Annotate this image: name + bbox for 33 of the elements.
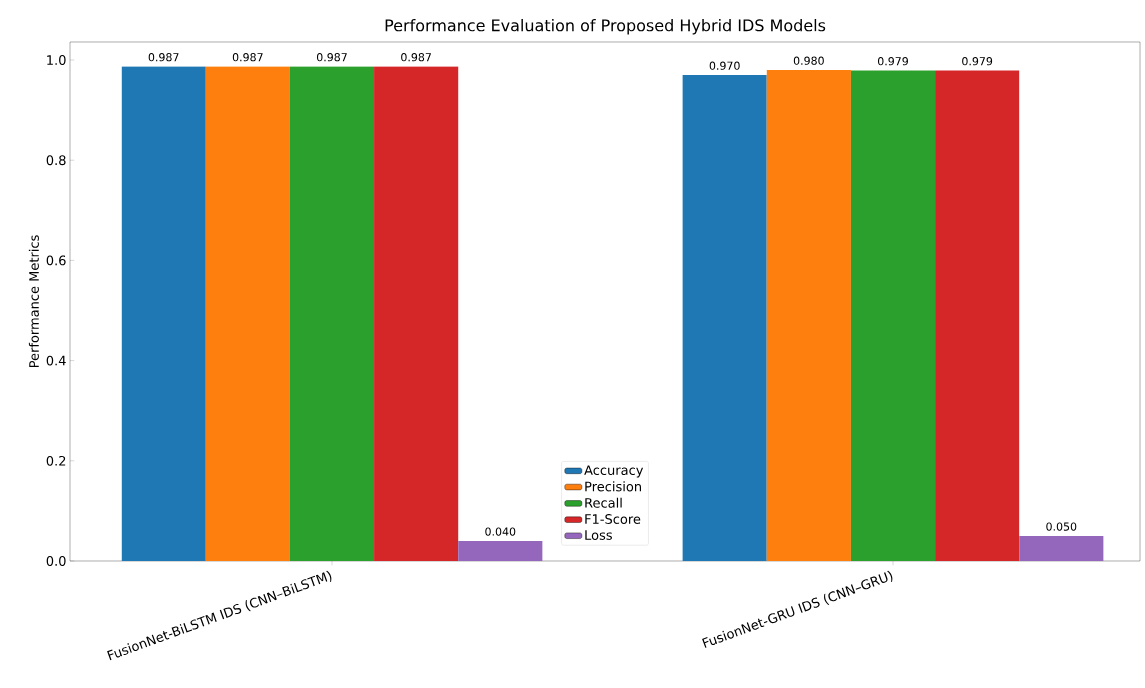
legend-label: Loss xyxy=(585,530,612,540)
y-tick-label: 0.8 xyxy=(46,155,66,166)
y-axis-title: Performance Metrics xyxy=(28,235,39,368)
data-label: 0.980 xyxy=(793,56,824,65)
y-tick-label: 1.0 xyxy=(47,55,66,65)
bar xyxy=(935,70,1020,561)
bar xyxy=(1019,535,1104,561)
legend-label: Accuracy xyxy=(584,465,644,478)
legend-label: F1-Score xyxy=(585,514,641,524)
bar xyxy=(289,66,375,561)
y-tick-label: 0.0 xyxy=(46,556,66,566)
bar xyxy=(374,66,459,561)
data-label: 0.987 xyxy=(232,53,263,62)
bar xyxy=(205,66,290,561)
chart-title: Performance Evaluation of Proposed Hybrid IDS Models xyxy=(385,18,826,35)
data-label: 0.979 xyxy=(962,57,993,66)
data-label: 0.987 xyxy=(316,53,347,62)
data-label: 0.987 xyxy=(148,53,179,62)
bar xyxy=(850,70,936,561)
bar xyxy=(682,75,767,561)
data-label: 0.970 xyxy=(709,61,740,70)
bar xyxy=(121,66,206,561)
legend-label: Precision xyxy=(585,481,641,492)
data-label: 0.050 xyxy=(1046,522,1077,531)
data-label: 0.040 xyxy=(485,527,516,536)
data-label: 0.987 xyxy=(401,53,431,62)
bar xyxy=(766,70,851,561)
data-label: 0.979 xyxy=(877,57,908,66)
y-tick-label: 0.6 xyxy=(46,255,66,266)
bar xyxy=(458,540,543,561)
legend-label: Recall xyxy=(585,497,622,508)
y-tick-label: 0.2 xyxy=(46,455,66,466)
y-tick-label: 0.4 xyxy=(46,355,66,366)
